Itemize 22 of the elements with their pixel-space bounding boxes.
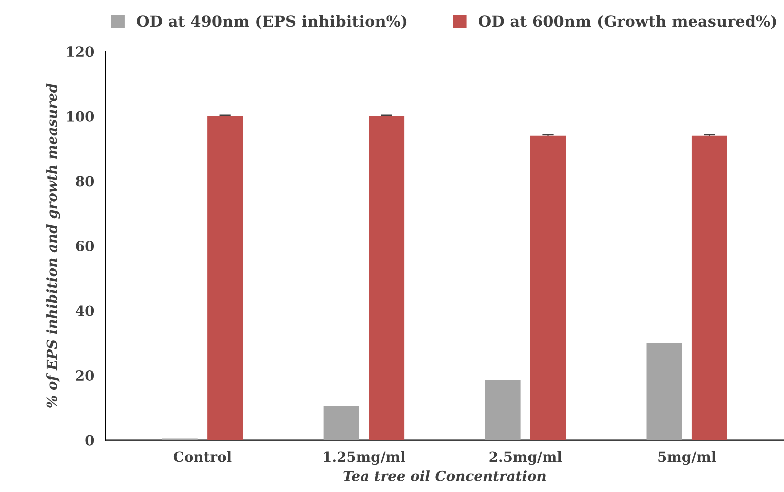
y-tick-label: 40 bbox=[76, 306, 94, 316]
x-tick-label: 5mg/ml bbox=[658, 451, 716, 466]
bar bbox=[692, 136, 728, 440]
bar bbox=[324, 406, 360, 440]
bar bbox=[485, 380, 521, 440]
y-tick-label: 60 bbox=[76, 240, 94, 252]
bar bbox=[369, 116, 405, 440]
y-tick-label: 0 bbox=[86, 435, 94, 446]
x-tick-label: 1.25mg/ml bbox=[324, 451, 406, 466]
x-tick-label: Control bbox=[174, 451, 232, 462]
x-axis-title: Tea tree oil Concentration bbox=[344, 470, 546, 482]
bar bbox=[530, 136, 566, 440]
y-tick-label: 80 bbox=[76, 176, 94, 187]
bar bbox=[208, 116, 244, 440]
bar bbox=[646, 343, 682, 440]
y-tick-label: 20 bbox=[76, 370, 94, 382]
x-tick-label: 2.5mg/ml bbox=[490, 451, 562, 466]
y-axis-title: % of EPS inhibition and growth measured bbox=[46, 84, 60, 408]
y-tick-label: 120 bbox=[67, 46, 94, 58]
legend-label: OD at 600nm (Growth measured%) bbox=[478, 15, 776, 30]
legend-label: OD at 490nm (EPS inhibition%) bbox=[137, 15, 407, 30]
y-tick-label: 100 bbox=[67, 111, 94, 122]
